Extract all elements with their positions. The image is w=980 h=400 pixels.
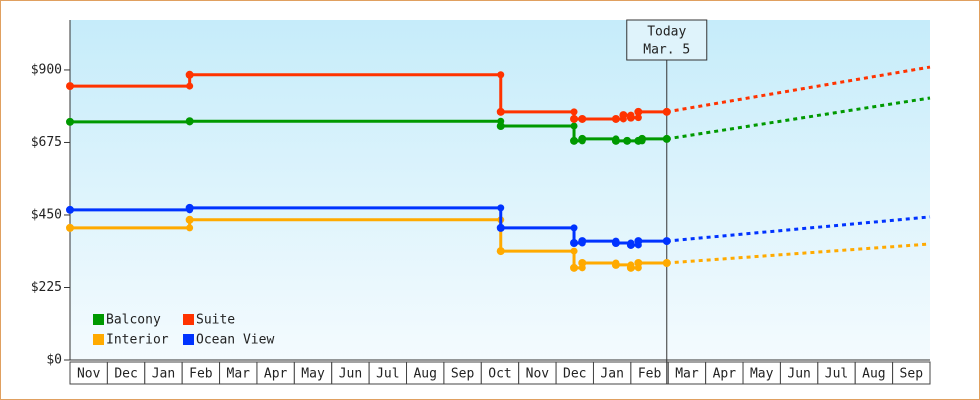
point: [66, 117, 74, 126]
x-tick-label: Jun: [787, 367, 810, 382]
point: [626, 263, 635, 272]
x-tick-label: Sep: [900, 367, 924, 382]
point: [626, 113, 635, 122]
today-label: Today: [647, 25, 686, 40]
point: [619, 111, 628, 120]
legend-label: Interior: [106, 333, 169, 348]
x-tick-label: Mar: [675, 367, 699, 382]
x-tick-label: Aug: [413, 367, 436, 382]
legend-swatch: [183, 314, 194, 325]
x-tick-label: Mar: [227, 367, 251, 382]
point: [496, 107, 505, 116]
point: [570, 114, 579, 123]
legend-label: Balcony: [106, 313, 161, 328]
x-tick-label: Sep: [451, 367, 475, 382]
point: [638, 134, 647, 143]
x-tick-label: Feb: [189, 367, 213, 382]
point: [66, 223, 74, 232]
x-tick-label: Jan: [152, 367, 175, 382]
point: [497, 204, 505, 212]
y-tick-label: $225: [31, 280, 62, 295]
point: [570, 263, 579, 272]
legend-swatch: [93, 314, 104, 325]
point: [570, 136, 579, 145]
x-tick-label: Nov: [77, 367, 101, 382]
point: [611, 260, 620, 269]
legend-swatch: [183, 334, 194, 345]
point: [662, 237, 671, 246]
point: [185, 215, 194, 224]
point: [496, 122, 505, 131]
point: [186, 224, 194, 232]
point: [66, 82, 74, 91]
plot-area: [70, 20, 930, 360]
y-tick-label: $450: [31, 207, 62, 222]
point: [66, 205, 74, 214]
y-tick-label: $675: [31, 135, 62, 150]
point: [185, 70, 194, 79]
point: [578, 134, 587, 143]
point: [634, 258, 643, 267]
x-tick-label: Jun: [339, 367, 362, 382]
point: [626, 240, 635, 249]
point: [186, 82, 194, 90]
today-label: Mar. 5: [643, 43, 690, 58]
point: [570, 239, 579, 248]
x-tick-label: Apr: [264, 367, 288, 382]
point: [634, 107, 643, 116]
point: [634, 114, 642, 122]
point: [570, 108, 578, 116]
x-tick-label: Aug: [862, 367, 885, 382]
point: [570, 247, 578, 255]
point: [611, 114, 620, 123]
point: [662, 258, 671, 267]
legend-label: Suite: [196, 313, 235, 328]
legend-label: Ocean View: [196, 333, 274, 348]
y-tick-label: $900: [31, 62, 62, 77]
point: [623, 136, 632, 145]
point: [570, 122, 578, 130]
x-tick-label: Jul: [376, 367, 399, 382]
x-tick-label: May: [750, 367, 774, 382]
point: [611, 136, 620, 145]
x-tick-label: Jan: [600, 367, 623, 382]
x-tick-label: Feb: [638, 367, 662, 382]
point: [496, 223, 505, 232]
x-tick-label: May: [301, 367, 325, 382]
x-tick-cell: [892, 361, 931, 385]
point: [611, 239, 620, 248]
point: [662, 134, 671, 143]
point: [496, 247, 505, 256]
point: [185, 117, 194, 126]
y-tick-label: $0: [46, 353, 62, 368]
point: [662, 107, 671, 116]
point: [578, 114, 587, 123]
point: [570, 224, 578, 232]
x-tick-label: Dec: [563, 367, 586, 382]
point: [634, 237, 643, 246]
point: [578, 258, 587, 267]
x-tick-label: Oct: [488, 367, 511, 382]
x-tick-label: Dec: [114, 367, 137, 382]
x-tick-label: Nov: [526, 367, 550, 382]
x-tick-label: Jul: [825, 367, 848, 382]
today-box: [626, 19, 708, 61]
legend-swatch: [93, 334, 104, 345]
point: [578, 237, 587, 246]
point: [497, 71, 505, 79]
projection-line: [666, 242, 931, 265]
point: [185, 203, 194, 212]
x-tick-label: Apr: [713, 367, 737, 382]
